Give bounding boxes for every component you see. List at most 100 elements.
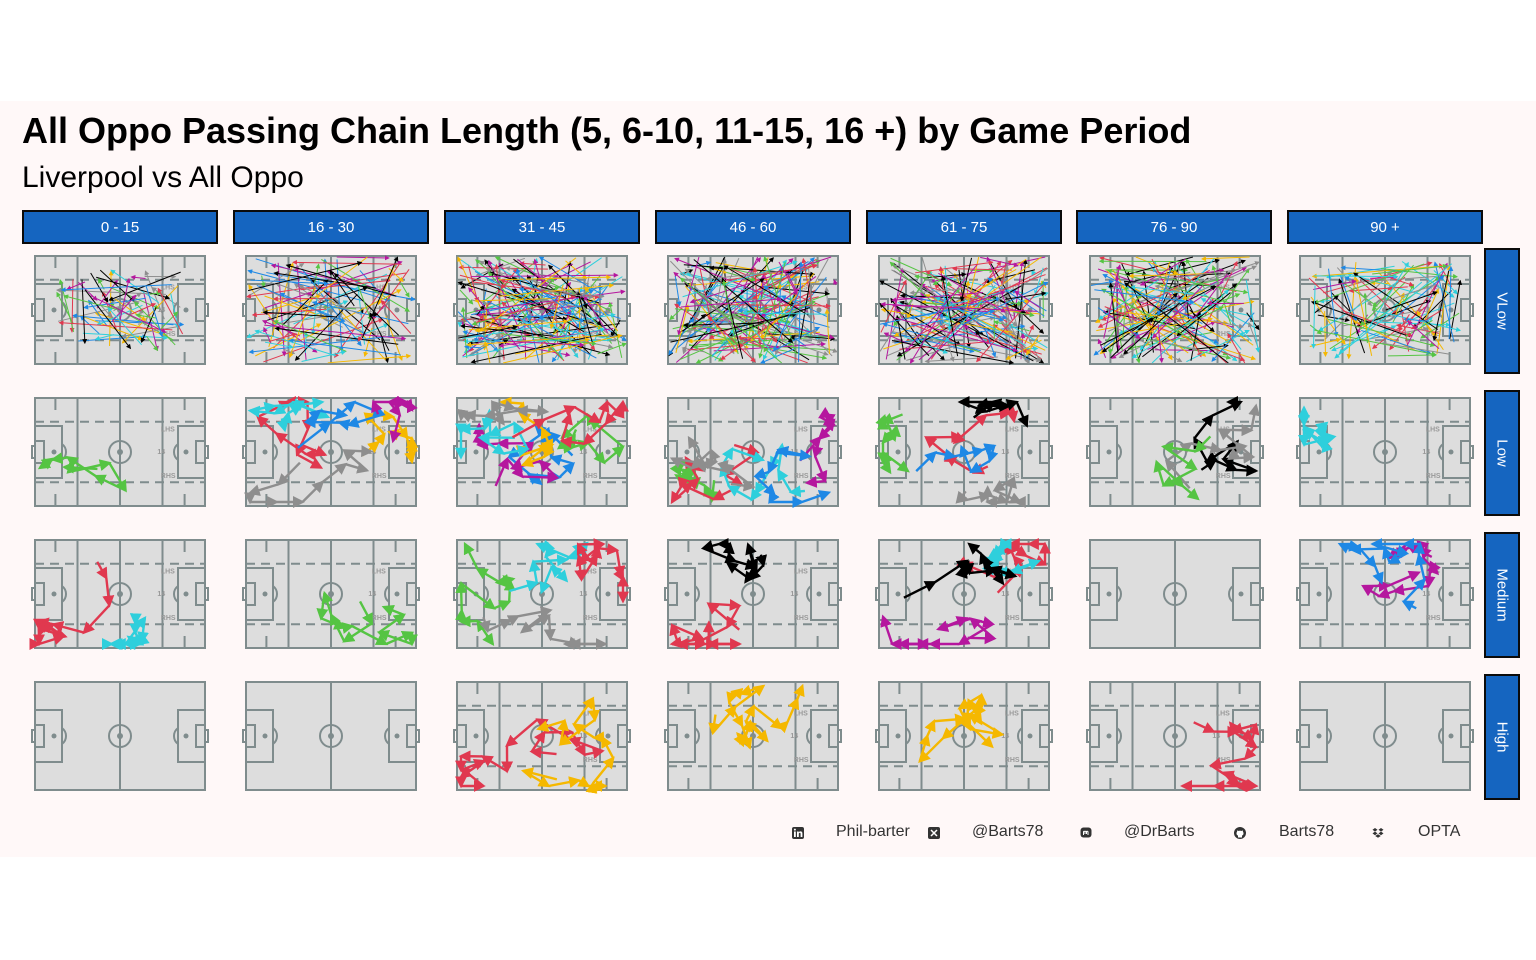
- pass-arrow: [263, 260, 403, 309]
- pass-arrow: [937, 616, 969, 631]
- pass-arrow: [744, 720, 769, 742]
- pass-arrow: [1219, 424, 1254, 437]
- pass-arrow: [587, 441, 606, 465]
- pass-arrow: [144, 270, 165, 320]
- pass-arrow: [544, 545, 557, 559]
- zone-label-lower: RHS: [1426, 615, 1441, 622]
- pass-arrow: [977, 256, 1042, 302]
- pass-arrow: [1334, 263, 1453, 359]
- facet-medium-6: [1086, 539, 1264, 649]
- pass-arrow: [677, 476, 690, 490]
- pass-arrow: [1154, 284, 1198, 298]
- pass-arrow: [727, 485, 753, 501]
- pass-arrow: [1015, 401, 1029, 428]
- pass-arrow: [1221, 268, 1250, 308]
- pass-arrow: [808, 268, 817, 336]
- pass-arrow: [463, 409, 486, 422]
- pass-arrow: [321, 590, 334, 616]
- pass-arrow: [709, 448, 721, 463]
- pass-arrow: [1387, 552, 1408, 564]
- pass-arrow: [511, 418, 547, 439]
- pass-arrow: [1160, 341, 1198, 351]
- zone-label-lower: RHS: [1005, 757, 1020, 764]
- pass-arrow: [473, 313, 568, 322]
- pass-arrow: [881, 426, 898, 445]
- pass-arrow: [1155, 461, 1185, 488]
- pass-arrow: [321, 462, 348, 484]
- github-icon: [1234, 827, 1246, 839]
- pass-arrow: [909, 288, 969, 296]
- pass-arrow: [1395, 292, 1405, 315]
- pass-arrow: [669, 308, 682, 321]
- pass-arrow: [503, 444, 530, 457]
- pass-arrow: [984, 328, 997, 358]
- pass-arrow: [363, 327, 373, 358]
- pass-arrow: [93, 474, 127, 492]
- pass-arrow: [608, 301, 623, 358]
- pass-arrow: [675, 304, 690, 354]
- pass-arrow: [1130, 285, 1206, 296]
- pass-arrow: [959, 257, 973, 302]
- zone-label-upper: LHS: [794, 710, 808, 717]
- pass-arrow: [1107, 345, 1113, 355]
- pass-arrow: [961, 281, 1049, 326]
- pass-arrow: [1313, 329, 1437, 357]
- zone-label-upper: LHS: [1005, 426, 1019, 433]
- pass-arrow: [726, 604, 741, 630]
- pass-arrow: [1133, 335, 1232, 360]
- facet-high-4: LHS 14 RHS: [664, 681, 842, 791]
- pass-arrow: [460, 259, 582, 347]
- pass-arrow: [573, 405, 602, 424]
- pass-arrow: [336, 255, 390, 261]
- pass-arrow: [66, 281, 86, 291]
- pass-arrow: [1014, 290, 1040, 308]
- pass-arrow: [511, 288, 585, 333]
- pass-arrow: [479, 436, 506, 455]
- pass-arrow: [1317, 314, 1350, 323]
- pass-arrow: [906, 344, 958, 361]
- pass-arrow: [776, 720, 790, 734]
- pass-arrow: [1348, 286, 1408, 294]
- pass-arrow: [895, 317, 1019, 353]
- pass-arrow: [1370, 275, 1398, 281]
- pass-arrow: [1103, 264, 1122, 339]
- pass-arrow: [883, 332, 915, 347]
- pass-arrow: [981, 443, 997, 455]
- pass-arrow: [1407, 320, 1440, 349]
- pass-arrow: [571, 290, 613, 344]
- pass-arrow: [130, 303, 157, 315]
- mastodon-icon: [1080, 827, 1092, 838]
- pass-arrow: [559, 436, 585, 449]
- pass-arrow: [76, 459, 112, 472]
- pass-arrow: [459, 274, 507, 289]
- pass-arrow: [1315, 421, 1329, 434]
- pass-arrow: [682, 260, 798, 298]
- pass-arrow: [959, 400, 989, 414]
- pass-arrow: [733, 443, 760, 456]
- pass-arrow: [723, 265, 809, 316]
- dropbox-icon: [1372, 828, 1384, 838]
- pass-arrow: [905, 263, 978, 353]
- pass-arrow: [457, 324, 518, 339]
- strip-row-high: High: [1484, 674, 1520, 800]
- pass-arrow: [346, 413, 384, 428]
- pass-arrow: [388, 401, 402, 417]
- pass-arrow: [1366, 326, 1429, 341]
- pass-arrow: [582, 422, 607, 446]
- pass-arrow: [711, 328, 735, 358]
- pass-arrow: [961, 700, 974, 725]
- pass-arrow: [967, 542, 983, 555]
- pass-arrow: [517, 258, 547, 284]
- pass-arrow: [455, 608, 468, 622]
- pass-arrow: [357, 285, 372, 322]
- pass-arrow: [588, 698, 600, 723]
- pass-arrow: [1344, 276, 1352, 282]
- pass-arrow: [277, 461, 301, 486]
- pass-arrow: [817, 423, 835, 441]
- pass-arrow: [96, 561, 108, 580]
- pass-arrow: [295, 428, 309, 457]
- pass-arrow: [301, 480, 325, 503]
- pass-arrow: [692, 344, 709, 350]
